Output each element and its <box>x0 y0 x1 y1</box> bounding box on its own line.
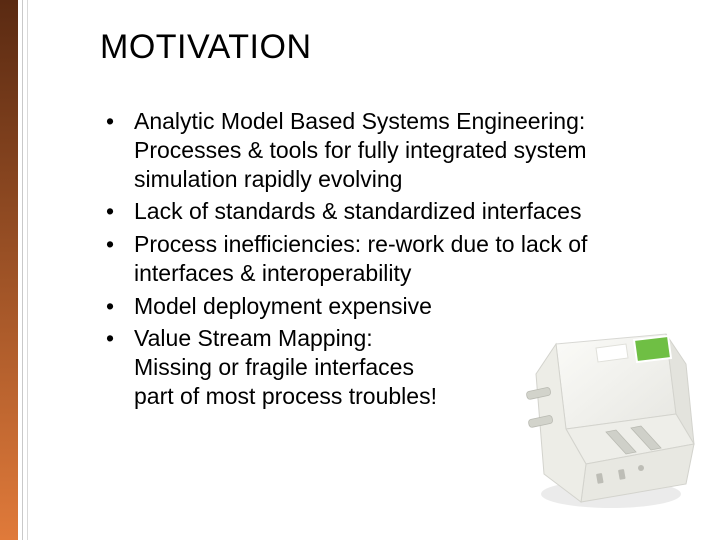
bullet-text: Analytic Model Based Systems Engineering… <box>134 108 587 192</box>
slide: MOTIVATION Analytic Model Based Systems … <box>0 0 720 540</box>
left-gradient <box>0 0 18 540</box>
left-rule-1 <box>22 0 23 540</box>
slide-title: MOTIVATION <box>100 28 680 67</box>
bullet-text: Value Stream Mapping: Missing or fragile… <box>134 325 437 409</box>
list-item: Analytic Model Based Systems Engineering… <box>100 107 640 193</box>
plug-adapter-icon <box>506 314 696 514</box>
left-rule-2 <box>27 0 28 540</box>
bullet-text: Lack of standards & standardized interfa… <box>134 198 581 224</box>
list-item: Process inefficiencies: re-work due to l… <box>100 230 640 288</box>
bullet-text: Model deployment expensive <box>134 293 432 319</box>
list-item: Lack of standards & standardized interfa… <box>100 197 640 226</box>
bullet-text: Process inefficiencies: re-work due to l… <box>134 231 587 286</box>
left-accent-bar <box>0 0 30 540</box>
list-item: Value Stream Mapping: Missing or fragile… <box>100 324 440 410</box>
